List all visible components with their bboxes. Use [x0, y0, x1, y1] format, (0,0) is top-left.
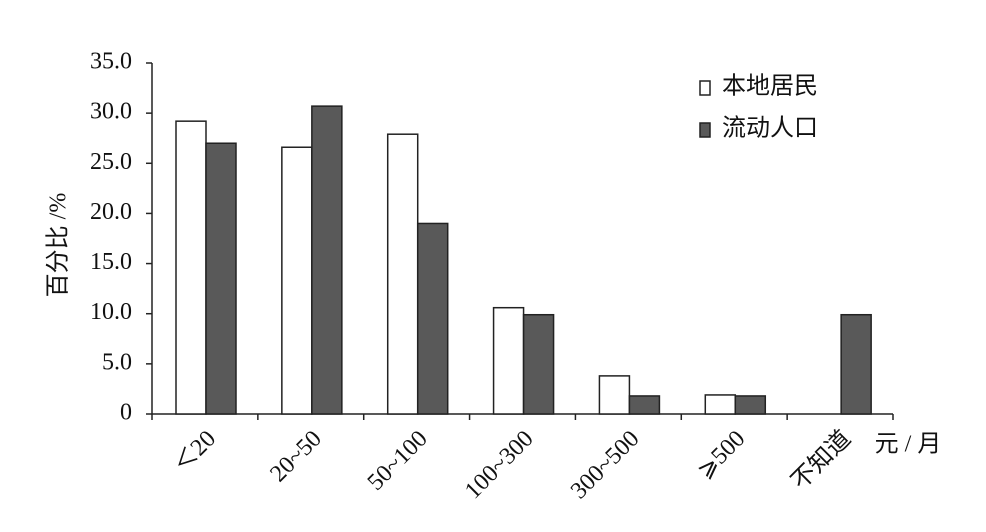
x-axis-label: 元 / 月	[875, 432, 942, 458]
bar	[734, 395, 767, 415]
y-tick-label: 35.0	[90, 49, 132, 75]
x-tick-label: 300~500	[566, 426, 644, 504]
bar	[704, 394, 737, 415]
x-tick-label: 不知道	[786, 425, 856, 495]
legend-swatch	[699, 122, 711, 138]
x-tick-label: ＜20	[169, 426, 221, 478]
bar	[416, 222, 449, 415]
bar	[522, 313, 555, 415]
bar	[386, 133, 419, 415]
legend-label: 本地居民	[722, 73, 818, 100]
bar	[311, 105, 343, 415]
y-tick-label: 5.0	[102, 349, 132, 375]
y-tick-label: 0	[120, 400, 132, 426]
x-tick-label: 20~50	[265, 426, 327, 488]
bar	[492, 306, 525, 415]
y-axis-label: 百分比 /%	[45, 193, 72, 298]
bar	[205, 142, 237, 415]
x-tick-label: 100~300	[460, 426, 538, 504]
y-tick-label: 15.0	[90, 249, 132, 275]
bar	[175, 120, 207, 415]
bar	[281, 146, 313, 415]
x-tick-label: 50~100	[363, 426, 433, 496]
y-tick-label: 30.0	[90, 99, 132, 125]
y-tick-label: 20.0	[90, 199, 132, 225]
bar	[628, 395, 661, 415]
x-tick-label: ⩾500	[692, 426, 750, 484]
bar	[840, 313, 872, 415]
y-tick-label: 25.0	[90, 149, 132, 175]
bar	[598, 375, 631, 415]
y-tick-label: 10.0	[90, 299, 132, 325]
legend-label: 流动人口	[722, 115, 818, 142]
legend-swatch	[699, 80, 711, 96]
